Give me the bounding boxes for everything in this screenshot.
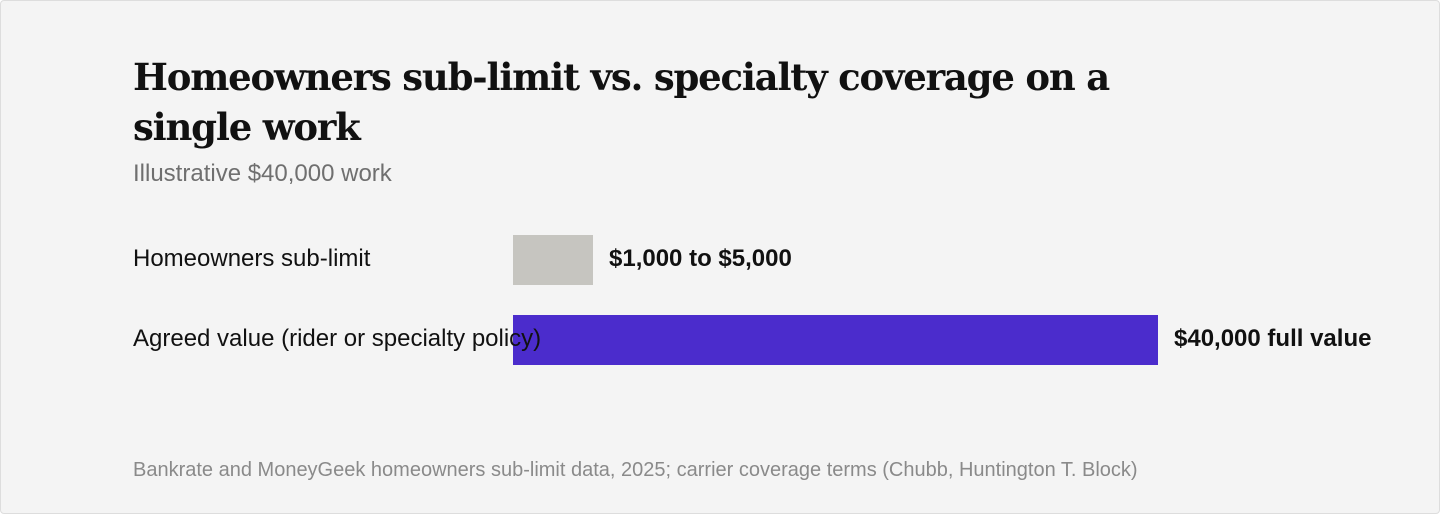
category-label-homeowners-sub-limit: Homeowners sub-limit (133, 245, 371, 272)
value-label-homeowners-sub-limit: $1,000 to $5,000 (609, 245, 792, 272)
source-note: Bankrate and MoneyGeek homeowners sub-li… (133, 459, 1138, 481)
value-label-agreed-value: $40,000 full value (1174, 325, 1372, 352)
category-label-agreed-value: Agreed value (rider or specialty policy) (133, 325, 542, 352)
bar-homeowners-sub-limit (513, 235, 593, 285)
chart-subtitle: Illustrative $40,000 work (133, 160, 392, 187)
chart-title: Homeowners sub-limit vs. specialty cover… (133, 55, 1110, 149)
bar-agreed-value (513, 315, 1158, 365)
